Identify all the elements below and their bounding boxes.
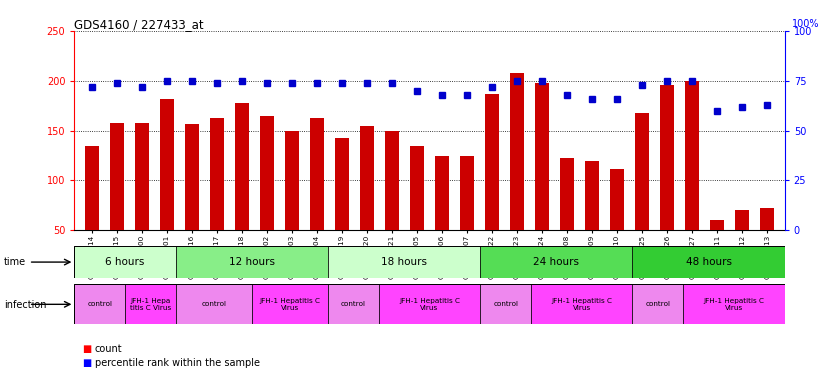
Text: control: control xyxy=(341,301,366,307)
Text: JFH-1 Hepatitis C
Virus: JFH-1 Hepatitis C Virus xyxy=(259,298,320,311)
Bar xyxy=(480,284,531,324)
Bar xyxy=(360,126,374,230)
Bar xyxy=(710,220,724,230)
Bar xyxy=(535,83,549,230)
Bar xyxy=(160,99,173,230)
Bar xyxy=(411,146,424,230)
Text: JFH-1 Hepatitis C
Virus: JFH-1 Hepatitis C Virus xyxy=(551,298,612,311)
Bar xyxy=(176,284,252,324)
Bar xyxy=(310,118,324,230)
Bar xyxy=(760,209,774,230)
Text: count: count xyxy=(95,344,122,354)
Bar xyxy=(660,84,674,230)
Text: 18 hours: 18 hours xyxy=(381,257,427,267)
Text: 100%: 100% xyxy=(792,19,819,29)
Text: GDS4160 / 227433_at: GDS4160 / 227433_at xyxy=(74,18,204,31)
Bar xyxy=(531,284,633,324)
Text: control: control xyxy=(645,301,671,307)
Text: ■: ■ xyxy=(83,358,92,368)
Text: percentile rank within the sample: percentile rank within the sample xyxy=(95,358,260,368)
Bar xyxy=(633,284,683,324)
Text: 6 hours: 6 hours xyxy=(106,257,145,267)
Bar xyxy=(285,131,299,230)
Bar xyxy=(176,246,328,278)
Bar xyxy=(335,137,349,230)
Text: JFH-1 Hepatitis C
Virus: JFH-1 Hepatitis C Virus xyxy=(704,298,764,311)
Bar xyxy=(125,284,176,324)
Text: control: control xyxy=(493,301,518,307)
Bar xyxy=(235,103,249,230)
Bar xyxy=(480,246,633,278)
Bar xyxy=(210,118,224,230)
Bar xyxy=(735,210,749,230)
Text: JFH-1 Hepa
titis C Virus: JFH-1 Hepa titis C Virus xyxy=(130,298,171,311)
Text: ■: ■ xyxy=(83,344,92,354)
Bar xyxy=(435,156,449,230)
Bar xyxy=(633,246,785,278)
Bar xyxy=(686,81,699,230)
Bar xyxy=(635,113,649,230)
Text: 12 hours: 12 hours xyxy=(229,257,275,267)
Text: 48 hours: 48 hours xyxy=(686,257,732,267)
Bar xyxy=(85,146,99,230)
Bar xyxy=(135,122,149,230)
Bar xyxy=(252,284,328,324)
Text: control: control xyxy=(88,301,112,307)
Bar xyxy=(74,246,176,278)
Bar xyxy=(379,284,480,324)
Text: control: control xyxy=(202,301,226,307)
Bar xyxy=(260,116,273,230)
Bar xyxy=(74,284,125,324)
Text: JFH-1 Hepatitis C
Virus: JFH-1 Hepatitis C Virus xyxy=(399,298,460,311)
Bar xyxy=(683,284,785,324)
Bar xyxy=(485,94,499,230)
Bar xyxy=(328,246,480,278)
Bar xyxy=(460,156,474,230)
Bar xyxy=(586,161,599,230)
Bar xyxy=(385,131,399,230)
Bar xyxy=(510,73,524,230)
Text: 24 hours: 24 hours xyxy=(534,257,579,267)
Bar xyxy=(610,169,624,230)
Bar xyxy=(185,124,199,230)
Text: infection: infection xyxy=(4,300,46,310)
Bar xyxy=(328,284,379,324)
Bar xyxy=(110,122,124,230)
Bar xyxy=(560,157,574,230)
Text: time: time xyxy=(4,257,26,267)
